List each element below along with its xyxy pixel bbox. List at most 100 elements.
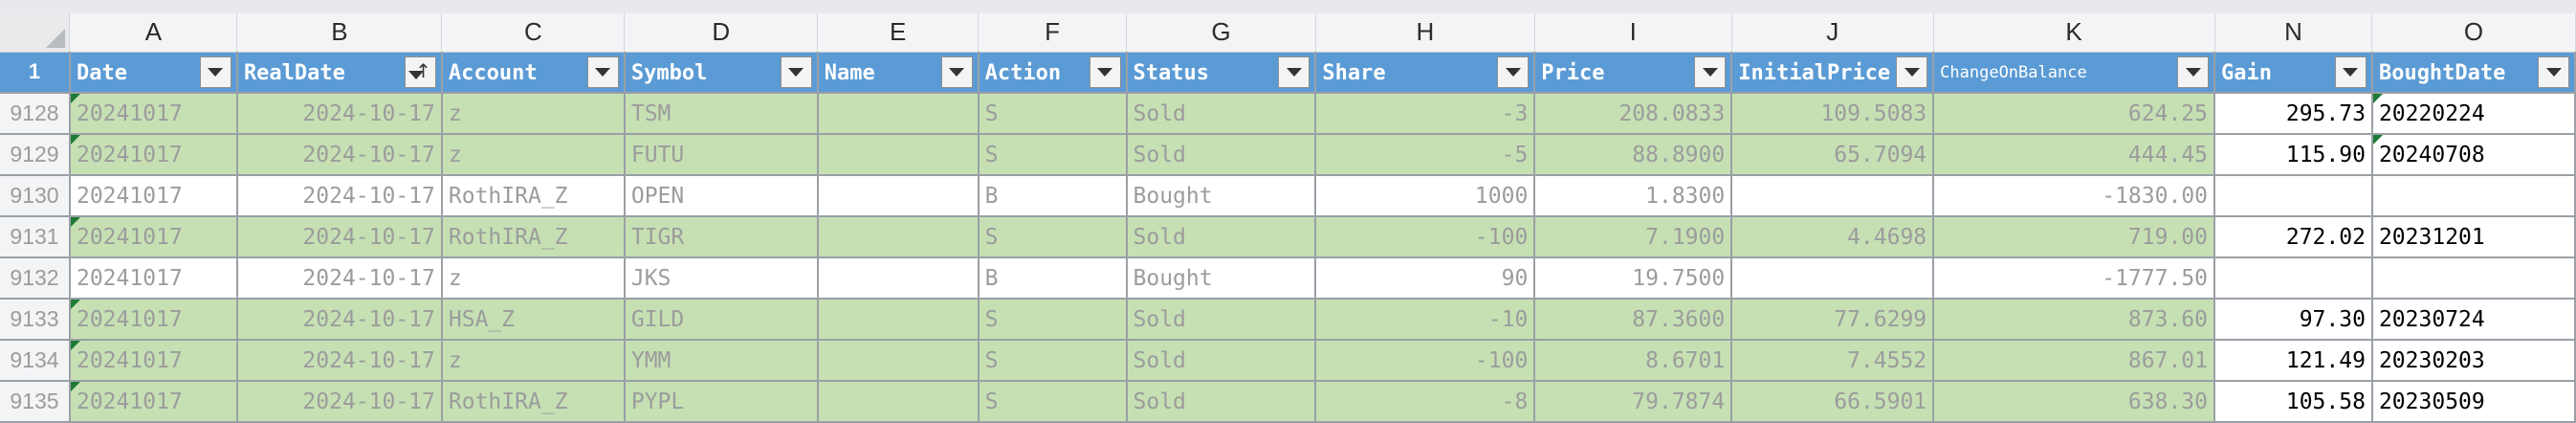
cell-realdate[interactable]: 2024-10-17 bbox=[236, 340, 443, 382]
filter-button[interactable] bbox=[2334, 56, 2367, 88]
cell-realdate[interactable]: 2024-10-17 bbox=[236, 93, 443, 135]
row-number[interactable]: 9131 bbox=[0, 216, 71, 258]
header-initialprice[interactable]: InitialPrice bbox=[1731, 52, 1935, 94]
cell-share[interactable]: -8 bbox=[1315, 381, 1536, 423]
row-number[interactable]: 9129 bbox=[0, 134, 71, 176]
cell-account[interactable]: RothIRA_Z bbox=[441, 175, 626, 217]
filter-button[interactable] bbox=[1694, 56, 1727, 88]
cell-price[interactable]: 79.7874 bbox=[1534, 381, 1733, 423]
cell-share[interactable]: -3 bbox=[1315, 93, 1536, 135]
cell-date[interactable]: 20241017 bbox=[69, 134, 238, 176]
cell-changeonbalance[interactable]: 638.30 bbox=[1933, 381, 2216, 423]
cell-date[interactable]: 20241017 bbox=[69, 175, 238, 217]
header-share[interactable]: Share bbox=[1315, 52, 1536, 94]
cell-account[interactable]: z bbox=[441, 340, 626, 382]
filter-button[interactable] bbox=[1497, 56, 1530, 88]
cell-gain[interactable]: 97.30 bbox=[2214, 299, 2373, 341]
cell-boughtdate[interactable] bbox=[2371, 257, 2576, 300]
cell-initialprice[interactable]: 77.6299 bbox=[1731, 299, 1935, 341]
cell-date[interactable]: 20241017 bbox=[69, 93, 238, 135]
cell-gain[interactable]: 121.49 bbox=[2214, 340, 2373, 382]
cell-boughtdate[interactable]: 20220224 bbox=[2371, 93, 2576, 135]
cell-symbol[interactable]: YMM bbox=[624, 340, 819, 382]
cell-initialprice[interactable] bbox=[1731, 257, 1935, 300]
cell-status[interactable]: Sold bbox=[1126, 381, 1317, 423]
cell-realdate[interactable]: 2024-10-17 bbox=[236, 175, 443, 217]
cell-symbol[interactable]: JKS bbox=[624, 257, 819, 300]
cell-gain[interactable] bbox=[2214, 175, 2373, 217]
column-letter-k[interactable]: K bbox=[1933, 13, 2215, 53]
cell-symbol[interactable]: OPEN bbox=[624, 175, 819, 217]
cell-realdate[interactable]: 2024-10-17 bbox=[236, 216, 443, 258]
cell-status[interactable]: Bought bbox=[1126, 257, 1317, 300]
cell-realdate[interactable]: 2024-10-17 bbox=[236, 381, 443, 423]
cell-changeonbalance[interactable]: 444.45 bbox=[1933, 134, 2216, 176]
cell-gain[interactable] bbox=[2214, 257, 2373, 300]
cell-status[interactable]: Sold bbox=[1126, 340, 1317, 382]
cell-account[interactable]: RothIRA_Z bbox=[441, 381, 626, 423]
column-letter-f[interactable]: F bbox=[978, 13, 1127, 53]
header-name[interactable]: Name bbox=[817, 52, 980, 94]
cell-name[interactable] bbox=[817, 216, 980, 258]
cell-price[interactable]: 7.1900 bbox=[1534, 216, 1733, 258]
cell-boughtdate[interactable]: 20231201 bbox=[2371, 216, 2576, 258]
cell-changeonbalance[interactable]: 719.00 bbox=[1933, 216, 2216, 258]
column-letter-a[interactable]: A bbox=[69, 13, 238, 53]
row-number[interactable]: 9133 bbox=[0, 299, 71, 341]
cell-date[interactable]: 20241017 bbox=[69, 340, 238, 382]
cell-gain[interactable]: 105.58 bbox=[2214, 381, 2373, 423]
cell-symbol[interactable]: PYPL bbox=[624, 381, 819, 423]
column-letter-g[interactable]: G bbox=[1126, 13, 1316, 53]
cell-action[interactable]: S bbox=[978, 216, 1128, 258]
cell-initialprice[interactable]: 7.4552 bbox=[1731, 340, 1935, 382]
header-changeonbalance[interactable]: ChangeOnBalance bbox=[1933, 52, 2216, 94]
row-number[interactable]: 9130 bbox=[0, 175, 71, 217]
column-letter-h[interactable]: H bbox=[1315, 13, 1535, 53]
cell-status[interactable]: Sold bbox=[1126, 216, 1317, 258]
cell-date[interactable]: 20241017 bbox=[69, 299, 238, 341]
cell-initialprice[interactable]: 109.5083 bbox=[1731, 93, 1935, 135]
cell-changeonbalance[interactable]: -1777.50 bbox=[1933, 257, 2216, 300]
cell-initialprice[interactable]: 65.7094 bbox=[1731, 134, 1935, 176]
header-realdate[interactable]: RealDate ↑ bbox=[236, 52, 443, 94]
cell-price[interactable]: 1.8300 bbox=[1534, 175, 1733, 217]
cell-gain[interactable]: 115.90 bbox=[2214, 134, 2373, 176]
header-symbol[interactable]: Symbol bbox=[624, 52, 819, 94]
cell-status[interactable]: Sold bbox=[1126, 134, 1317, 176]
cell-status[interactable]: Sold bbox=[1126, 299, 1317, 341]
cell-initialprice[interactable] bbox=[1731, 175, 1935, 217]
cell-action[interactable]: S bbox=[978, 340, 1128, 382]
header-price[interactable]: Price bbox=[1534, 52, 1733, 94]
cell-name[interactable] bbox=[817, 340, 980, 382]
filter-button[interactable] bbox=[1089, 56, 1121, 88]
row-number[interactable]: 9132 bbox=[0, 257, 71, 300]
cell-symbol[interactable]: FUTU bbox=[624, 134, 819, 176]
cell-price[interactable]: 208.0833 bbox=[1534, 93, 1733, 135]
filter-button[interactable] bbox=[586, 56, 619, 88]
filter-button[interactable] bbox=[2538, 56, 2569, 88]
column-letter-n[interactable]: N bbox=[2214, 13, 2373, 53]
cell-name[interactable] bbox=[817, 175, 980, 217]
cell-account[interactable]: z bbox=[441, 93, 626, 135]
header-action[interactable]: Action bbox=[978, 52, 1128, 94]
cell-price[interactable]: 88.8900 bbox=[1534, 134, 1733, 176]
cell-share[interactable]: 1000 bbox=[1315, 175, 1536, 217]
column-letter-d[interactable]: D bbox=[624, 13, 819, 53]
cell-date[interactable]: 20241017 bbox=[69, 381, 238, 423]
column-letter-j[interactable]: J bbox=[1731, 13, 1934, 53]
cell-boughtdate[interactable]: 20230203 bbox=[2371, 340, 2576, 382]
cell-share[interactable]: -5 bbox=[1315, 134, 1536, 176]
cell-price[interactable]: 87.3600 bbox=[1534, 299, 1733, 341]
cell-account[interactable]: z bbox=[441, 134, 626, 176]
cell-gain[interactable]: 272.02 bbox=[2214, 216, 2373, 258]
cell-account[interactable]: z bbox=[441, 257, 626, 300]
cell-boughtdate[interactable] bbox=[2371, 175, 2576, 217]
cell-date[interactable]: 20241017 bbox=[69, 257, 238, 300]
cell-boughtdate[interactable]: 20230509 bbox=[2371, 381, 2576, 423]
cell-price[interactable]: 19.7500 bbox=[1534, 257, 1733, 300]
column-letter-o[interactable]: O bbox=[2371, 13, 2576, 53]
row-number[interactable]: 9135 bbox=[0, 381, 71, 423]
cell-initialprice[interactable]: 4.4698 bbox=[1731, 216, 1935, 258]
header-date[interactable]: Date bbox=[69, 52, 238, 94]
filter-button[interactable] bbox=[1278, 56, 1310, 88]
